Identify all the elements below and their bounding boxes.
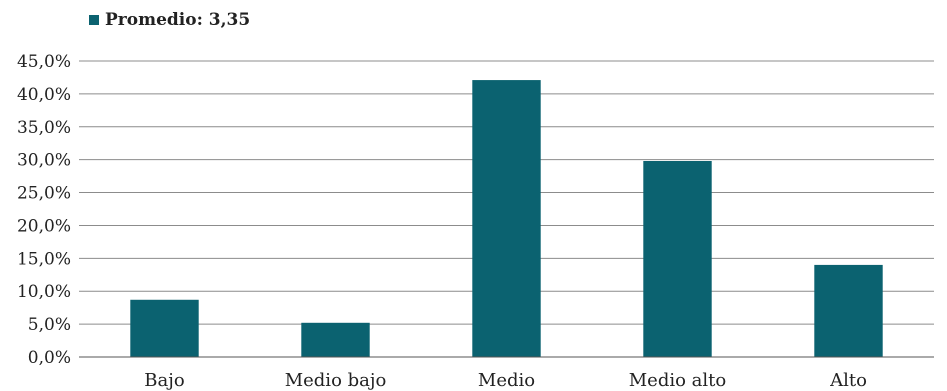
legend: Promedio: 3,35 <box>89 10 250 30</box>
y-tick-label: 20,0% <box>17 216 71 236</box>
y-tick-label: 5,0% <box>28 315 71 335</box>
x-category-label: Medio bajo <box>285 370 387 391</box>
x-axis-category-labels: Bajo Medio bajo Medio Medio alto Alto <box>144 370 867 391</box>
bars <box>130 80 883 357</box>
bar-alto <box>814 264 883 357</box>
legend-swatch <box>89 15 99 25</box>
y-axis-tick-labels: 0,0% 5,0% 10,0% 15,0% 20,0% 25,0% 30,0% 35,0% 40… <box>17 52 71 368</box>
bar-medio-alto <box>643 160 712 357</box>
y-tick-label: 45,0% <box>17 52 71 72</box>
x-category-label: Medio <box>478 370 535 391</box>
y-tick-label: 15,0% <box>17 249 71 269</box>
y-tick-label: 10,0% <box>17 282 71 302</box>
y-tick-label: 25,0% <box>17 184 71 204</box>
y-tick-label: 40,0% <box>17 85 71 105</box>
legend-label: Promedio: 3,35 <box>105 10 250 30</box>
bar-medio-bajo <box>301 322 370 357</box>
x-category-label: Alto <box>829 370 867 391</box>
y-tick-label: 0,0% <box>28 348 71 368</box>
bar-medio <box>472 80 541 357</box>
x-category-label: Medio alto <box>629 370 726 391</box>
y-tick-label: 35,0% <box>17 118 71 138</box>
x-category-label: Bajo <box>144 370 184 391</box>
bar-bajo <box>130 299 199 357</box>
y-tick-label: 30,0% <box>17 151 71 171</box>
